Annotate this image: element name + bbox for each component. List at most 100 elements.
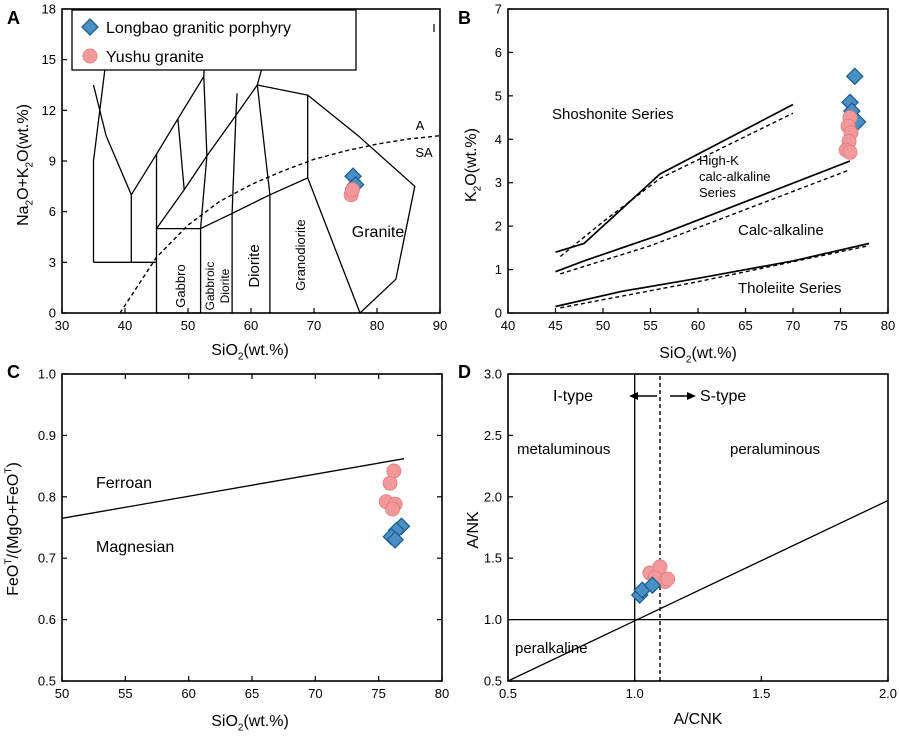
x-tick-label: 0.5 — [499, 686, 517, 701]
x-tick-label: 2.0 — [879, 686, 897, 701]
subalkaline-label: SA — [415, 145, 433, 160]
y-tick-label: 2.0 — [484, 489, 502, 504]
y-tick-label: 2.5 — [484, 428, 502, 443]
x-axis-label: SiO2(wt.%) — [211, 713, 289, 733]
y-tick-label: 0.5 — [38, 674, 56, 689]
data-point-yushu — [344, 182, 360, 198]
series-label-calc-alkaline: Calc-alkaline — [738, 222, 824, 239]
y-axis-label: FeOT/(MgO+FeOT) — [3, 462, 22, 596]
data-point-yushu — [382, 475, 398, 491]
x-tick-label: 45 — [548, 318, 562, 333]
x-tick-label: 80 — [881, 318, 895, 333]
field-boundary — [92, 84, 132, 196]
label-text-part: FeO — [5, 565, 22, 596]
x-tick-label: 70 — [308, 686, 322, 701]
y-tick-label: 5 — [495, 88, 502, 103]
series-boundary-dashed — [560, 169, 851, 275]
x-axis-label: SiO2(wt.%) — [659, 345, 737, 365]
label-text-part: O(wt.%) — [15, 104, 32, 162]
label-script-part: 2 — [686, 354, 692, 365]
field-label-metaluminous: metaluminous — [517, 441, 610, 458]
panel-letter-c: C — [7, 362, 20, 382]
label-text-part: (wt.%) — [243, 342, 288, 359]
y-tick-label: 0.5 — [484, 674, 502, 689]
series-label-shoshonite: Shoshonite Series — [552, 106, 674, 123]
x-tick-label: 40 — [118, 318, 132, 333]
label-text-part: Na — [15, 205, 32, 226]
field-label-magnesian: Magnesian — [96, 539, 174, 556]
field-label-granite: Granite — [352, 224, 405, 241]
y-tick-label: 0 — [495, 306, 502, 321]
plot-frame — [61, 373, 443, 682]
field-label-peralkaline: peralkaline — [515, 640, 588, 657]
label-script-part: 2 — [238, 351, 244, 362]
field-label-s-type: S-type — [700, 388, 746, 405]
x-tick-label: 75 — [833, 318, 847, 333]
panel-d-anK-acnk-diagram: 0.5 1.0 1.5 2.0 0.5 1.0 1.5 2.0 2.5 3.0 I-type S-ty… — [458, 362, 897, 728]
y-tick-label: 0.8 — [38, 489, 56, 504]
series-boundary-dashed — [560, 245, 870, 309]
y-tick-label: 0.7 — [38, 551, 56, 566]
x-tick-label: 40 — [501, 318, 515, 333]
field-label-i-type: I-type — [553, 388, 593, 405]
label-text-part: SiO — [211, 713, 238, 730]
y-tick-label: 12 — [42, 103, 56, 118]
y-tick-label: 1.0 — [38, 367, 56, 382]
diagonal-line — [507, 499, 889, 682]
x-tick-label: 60 — [691, 318, 705, 333]
panel-c-feot-diagram: 50 55 60 65 70 75 80 0.5 0.6 0.7 0.8 0.9 1.0 Ferroan M… — [3, 362, 449, 733]
y-tick-label: 3.0 — [484, 367, 502, 382]
y-tick-label: 6 — [49, 204, 56, 219]
legend-label-longbao: Longbao granitic porphyry — [106, 20, 291, 37]
series-label-highk-2: calc-alkaline — [699, 169, 771, 184]
field-boundary — [155, 39, 271, 229]
legend: Longbao granitic porphyry Yushu granite — [71, 9, 357, 71]
x-tick-label: 80 — [370, 318, 384, 333]
x-tick-label: 80 — [435, 686, 449, 701]
panel-letter-d: D — [458, 362, 471, 382]
x-tick-label: 60 — [181, 686, 195, 701]
data-point-yushu — [660, 571, 676, 587]
x-tick-label: 65 — [738, 318, 752, 333]
series-boundary-solid — [555, 103, 794, 254]
label-text-part: O(wt.%) — [463, 128, 480, 186]
x-tick-label: 55 — [118, 686, 132, 701]
x-tick-label: 1.0 — [626, 686, 644, 701]
y-tick-label: 1 — [495, 262, 502, 277]
y-tick-label: 6 — [495, 45, 502, 60]
ferroan-magnesian-boundary — [61, 458, 405, 519]
series-boundary-solid — [555, 242, 870, 308]
y-tick-label: 3 — [49, 255, 56, 270]
x-tick-label: 50 — [596, 318, 610, 333]
data-point-longbao — [643, 576, 662, 595]
field-boundary — [231, 93, 238, 214]
x-tick-label: 90 — [433, 318, 447, 333]
legend-label-yushu: Yushu granite — [106, 49, 204, 66]
label-script-part: 2 — [24, 161, 35, 167]
y-axis-label: K2O(wt.%) — [463, 128, 483, 202]
y-axis-label: A/NK — [465, 511, 482, 549]
x-tick-label: 50 — [181, 318, 195, 333]
label-text-part: ) — [5, 462, 22, 467]
label-text-part: O+K — [15, 167, 32, 200]
alkaline-label: A — [416, 118, 425, 133]
y-tick-label: 18 — [42, 2, 56, 17]
legend-box — [71, 9, 357, 71]
label-script-part: 2 — [238, 722, 244, 733]
x-tick-label: 70 — [786, 318, 800, 333]
x-tick-label: 1.5 — [752, 686, 770, 701]
field-boundary — [131, 227, 202, 314]
label-text-part: (wt.%) — [243, 713, 288, 730]
field-label-peraluminous: peraluminous — [730, 441, 820, 458]
y-tick-label: 2 — [495, 219, 502, 234]
i-type-arrow-head — [629, 392, 638, 400]
field-label-gabbroic: Gabbroic — [203, 262, 217, 311]
x-tick-label: 65 — [245, 686, 259, 701]
field-label-ferroan: Ferroan — [96, 475, 152, 492]
legend-marker-yushu — [82, 48, 98, 64]
data-point-yushu — [842, 144, 858, 160]
x-tick-label: 60 — [244, 318, 258, 333]
field-label-gabbro: Gabbro — [173, 264, 188, 307]
